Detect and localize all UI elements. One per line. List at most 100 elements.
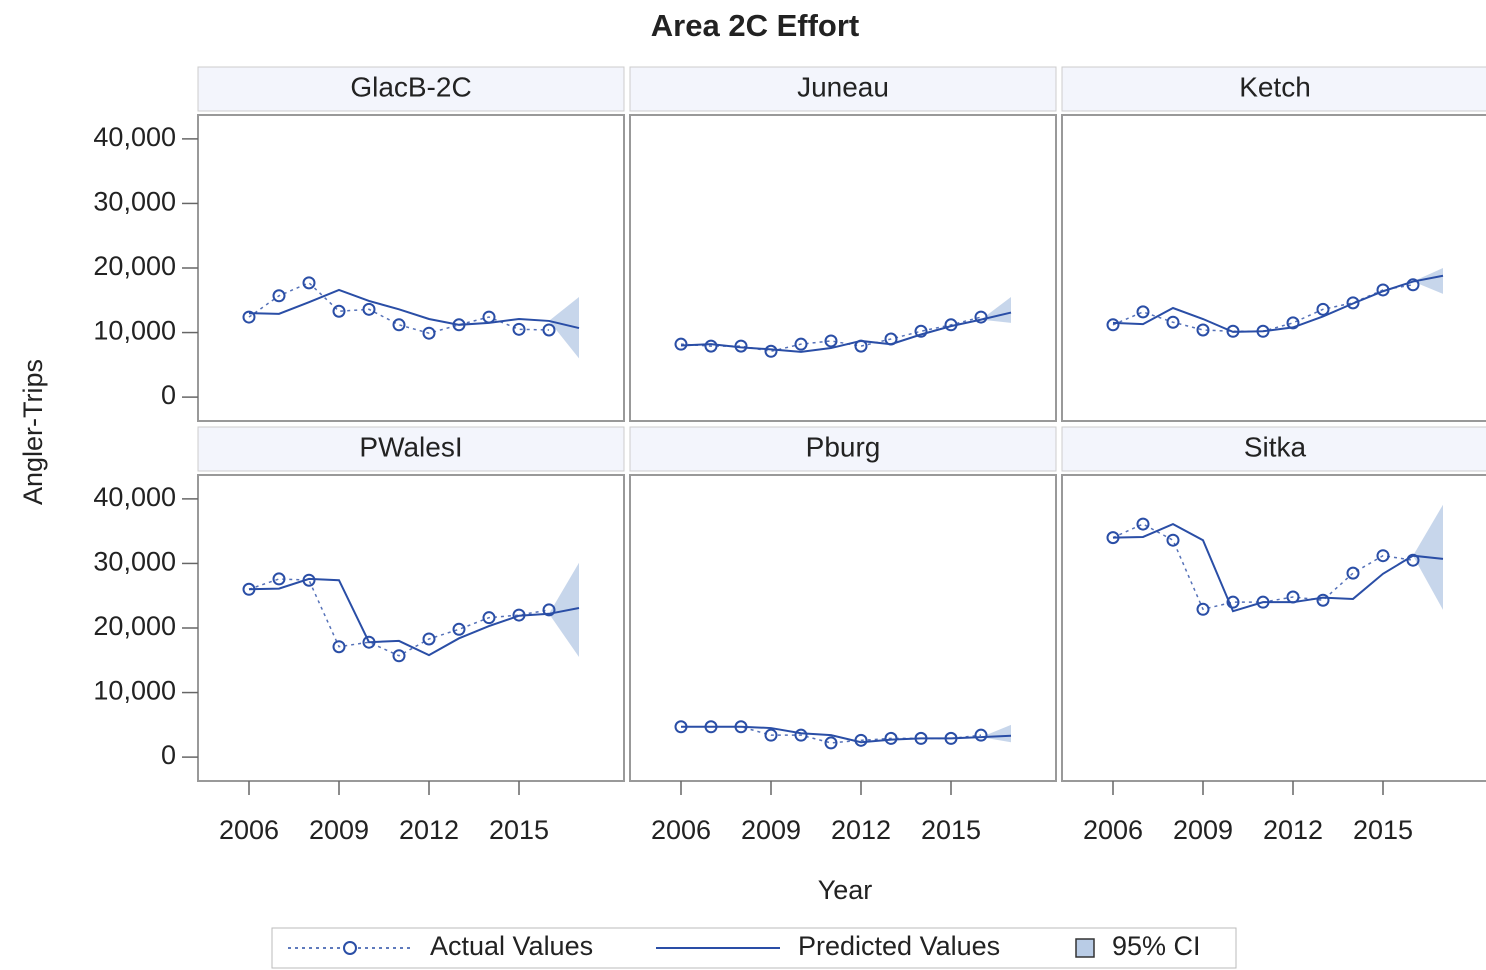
x-tick-label: 2006 [219,815,279,845]
panel-header [197,66,625,112]
actual-point [1136,517,1150,531]
actual-line [680,316,982,353]
legend-label: Actual Values [430,931,593,961]
actual-point [392,318,406,332]
x-tick-label: 2015 [921,815,981,845]
actual-point [242,310,256,324]
y-tick-label: 0 [161,380,176,410]
actual-point [974,310,988,324]
actual-line [1112,523,1414,611]
actual-point [884,731,898,745]
actual-line [1112,284,1414,333]
y-tick-label: 30,000 [93,547,176,577]
legend-label: 95% CI [1112,931,1201,961]
actual-point [542,323,556,337]
panel-header [197,426,625,472]
x-tick-label: 2012 [831,815,891,845]
actual-point [1376,549,1390,563]
panel-header [1061,66,1486,112]
x-tick-label: 2009 [309,815,369,845]
actual-point [1226,595,1240,609]
ci-band [549,297,579,359]
panel-frame [197,474,625,782]
actual-point [1196,323,1210,337]
actual-point [1226,324,1240,338]
panel-frame [629,474,1057,782]
x-axis-label: Year [818,875,873,905]
x-tick-label: 2012 [1263,815,1323,845]
actual-point [452,622,466,636]
actual-point [704,339,718,353]
actual-point [482,310,496,324]
legend-actual-marker [343,941,357,955]
actual-point [1166,315,1180,329]
y-tick-label: 20,000 [93,611,176,641]
actual-point [302,276,316,290]
actual-point [452,318,466,332]
actual-point [824,334,838,348]
actual-point [944,731,958,745]
actual-point [272,572,286,586]
actual-point [512,608,526,622]
actual-line [681,726,982,744]
actual-point [734,720,748,734]
actual-point [794,337,808,351]
panel-frame [1061,474,1486,782]
panel-title: Ketch [1239,71,1311,102]
actual-point [302,573,316,587]
actual-point [884,332,898,346]
actual-point [1136,305,1150,319]
ci-band [981,297,1011,323]
x-tick-label: 2006 [1083,815,1143,845]
panel-title: Juneau [797,71,889,102]
actual-point [1316,302,1330,316]
panel-header [1061,426,1486,472]
actual-point [362,635,376,649]
panel-frame [197,114,625,422]
actual-point [764,728,778,742]
actual-point [974,728,988,742]
actual-point [914,731,928,745]
actual-point [944,318,958,332]
actual-point [422,632,436,646]
panel-title: Sitka [1244,431,1307,462]
actual-point [1256,595,1270,609]
actual-point [854,733,868,747]
x-tick-label: 2009 [1173,815,1233,845]
y-tick-label: 40,000 [93,482,176,512]
actual-point [794,728,808,742]
predicted-line [248,288,580,330]
y-tick-label: 20,000 [93,251,176,281]
x-tick-label: 2009 [741,815,801,845]
actual-point [332,304,346,318]
actual-point [674,337,688,351]
actual-point [1346,296,1360,310]
actual-point [1166,533,1180,547]
x-tick-label: 2015 [489,815,549,845]
predicted-line [1112,522,1444,613]
actual-point [1106,531,1120,545]
actual-point [704,720,718,734]
actual-point [1286,316,1300,330]
actual-point [914,324,928,338]
y-tick-label: 40,000 [93,122,176,152]
actual-line [248,578,550,657]
actual-point [1316,593,1330,607]
actual-point [512,322,526,336]
actual-point [1406,278,1420,292]
actual-point [392,649,406,663]
chart-title: Area 2C Effort [651,8,859,43]
panel-frame [629,114,1057,422]
actual-point [1106,318,1120,332]
actual-point [1196,602,1210,616]
actual-point [542,603,556,617]
panel-header [629,66,1057,112]
y-axis-label: Angler-Trips [18,359,48,505]
panel-header [629,426,1057,472]
legend-ci-swatch [1075,938,1095,958]
panel-frame [1061,114,1486,422]
actual-point [674,720,688,734]
actual-point [242,582,256,596]
actual-point [332,640,346,654]
